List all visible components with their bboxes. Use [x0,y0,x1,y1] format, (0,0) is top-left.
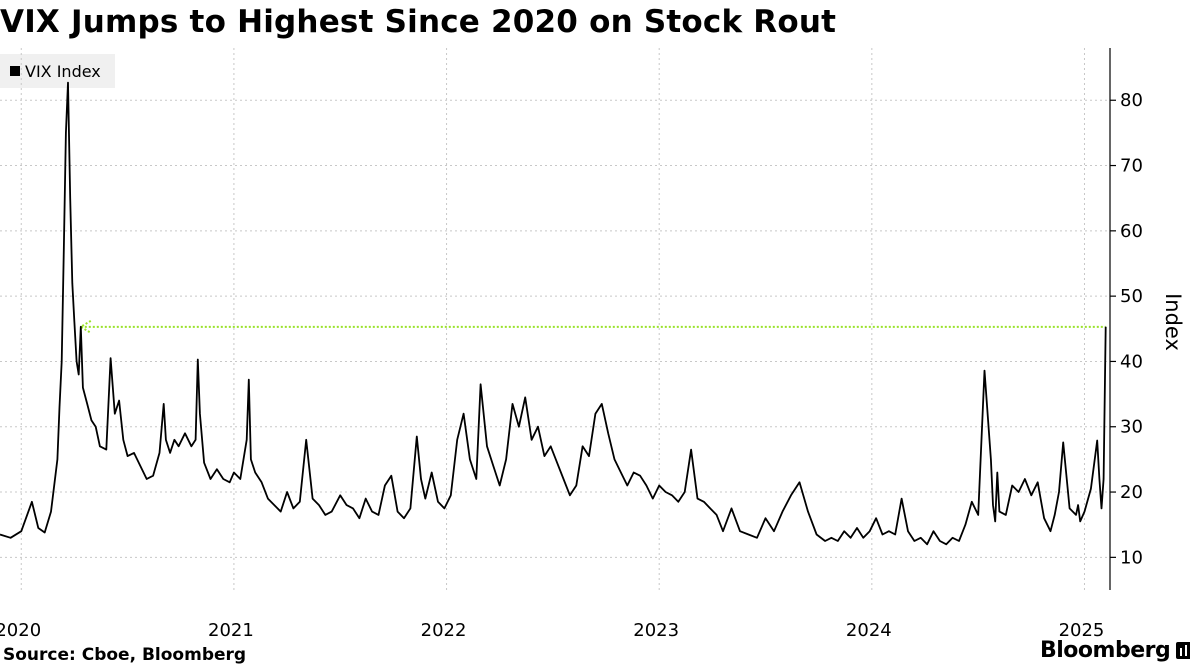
x-tick-label-2020: 2020 [0,620,41,641]
series-line-vix [0,81,1107,546]
y-tick-label-70: 70 [1120,156,1143,177]
brand-text: Bloomberg [1040,638,1171,663]
legend: VIX Index [0,54,115,88]
y-tick-label-20: 20 [1120,482,1143,503]
y-tick-label-80: 80 [1120,90,1143,111]
x-tick-label-2023: 2023 [633,620,679,641]
x-tick-label-2024: 2024 [846,620,892,641]
bloomberg-icon [1176,642,1190,659]
legend-label: VIX Index [25,61,101,81]
bloomberg-logo: Bloomberg [1040,638,1190,663]
gridlines [0,48,1110,590]
y-tick-label-60: 60 [1120,221,1143,242]
x-tick-label-2021: 2021 [208,620,254,641]
source-note: Source: Cboe, Bloomberg [3,645,247,665]
y-axis-label: Index [1161,293,1185,351]
y-tick-label-50: 50 [1120,286,1143,307]
y-tick-label-10: 10 [1120,547,1143,568]
x-tick-label-2022: 2022 [421,620,467,641]
annotation-arrow-group [78,319,1106,334]
chart-title: VIX Jumps to Highest Since 2020 on Stock… [0,4,837,40]
legend-swatch [10,66,20,76]
x-tick-label-2025: 2025 [1059,620,1105,641]
y-tick-label-40: 40 [1120,351,1143,372]
x-axis: 2020 2021 2022 2023 2024 2025 [0,620,1104,641]
y-axis: 10 20 30 40 50 60 70 80 [1109,48,1143,590]
y-tick-label-30: 30 [1120,417,1143,438]
